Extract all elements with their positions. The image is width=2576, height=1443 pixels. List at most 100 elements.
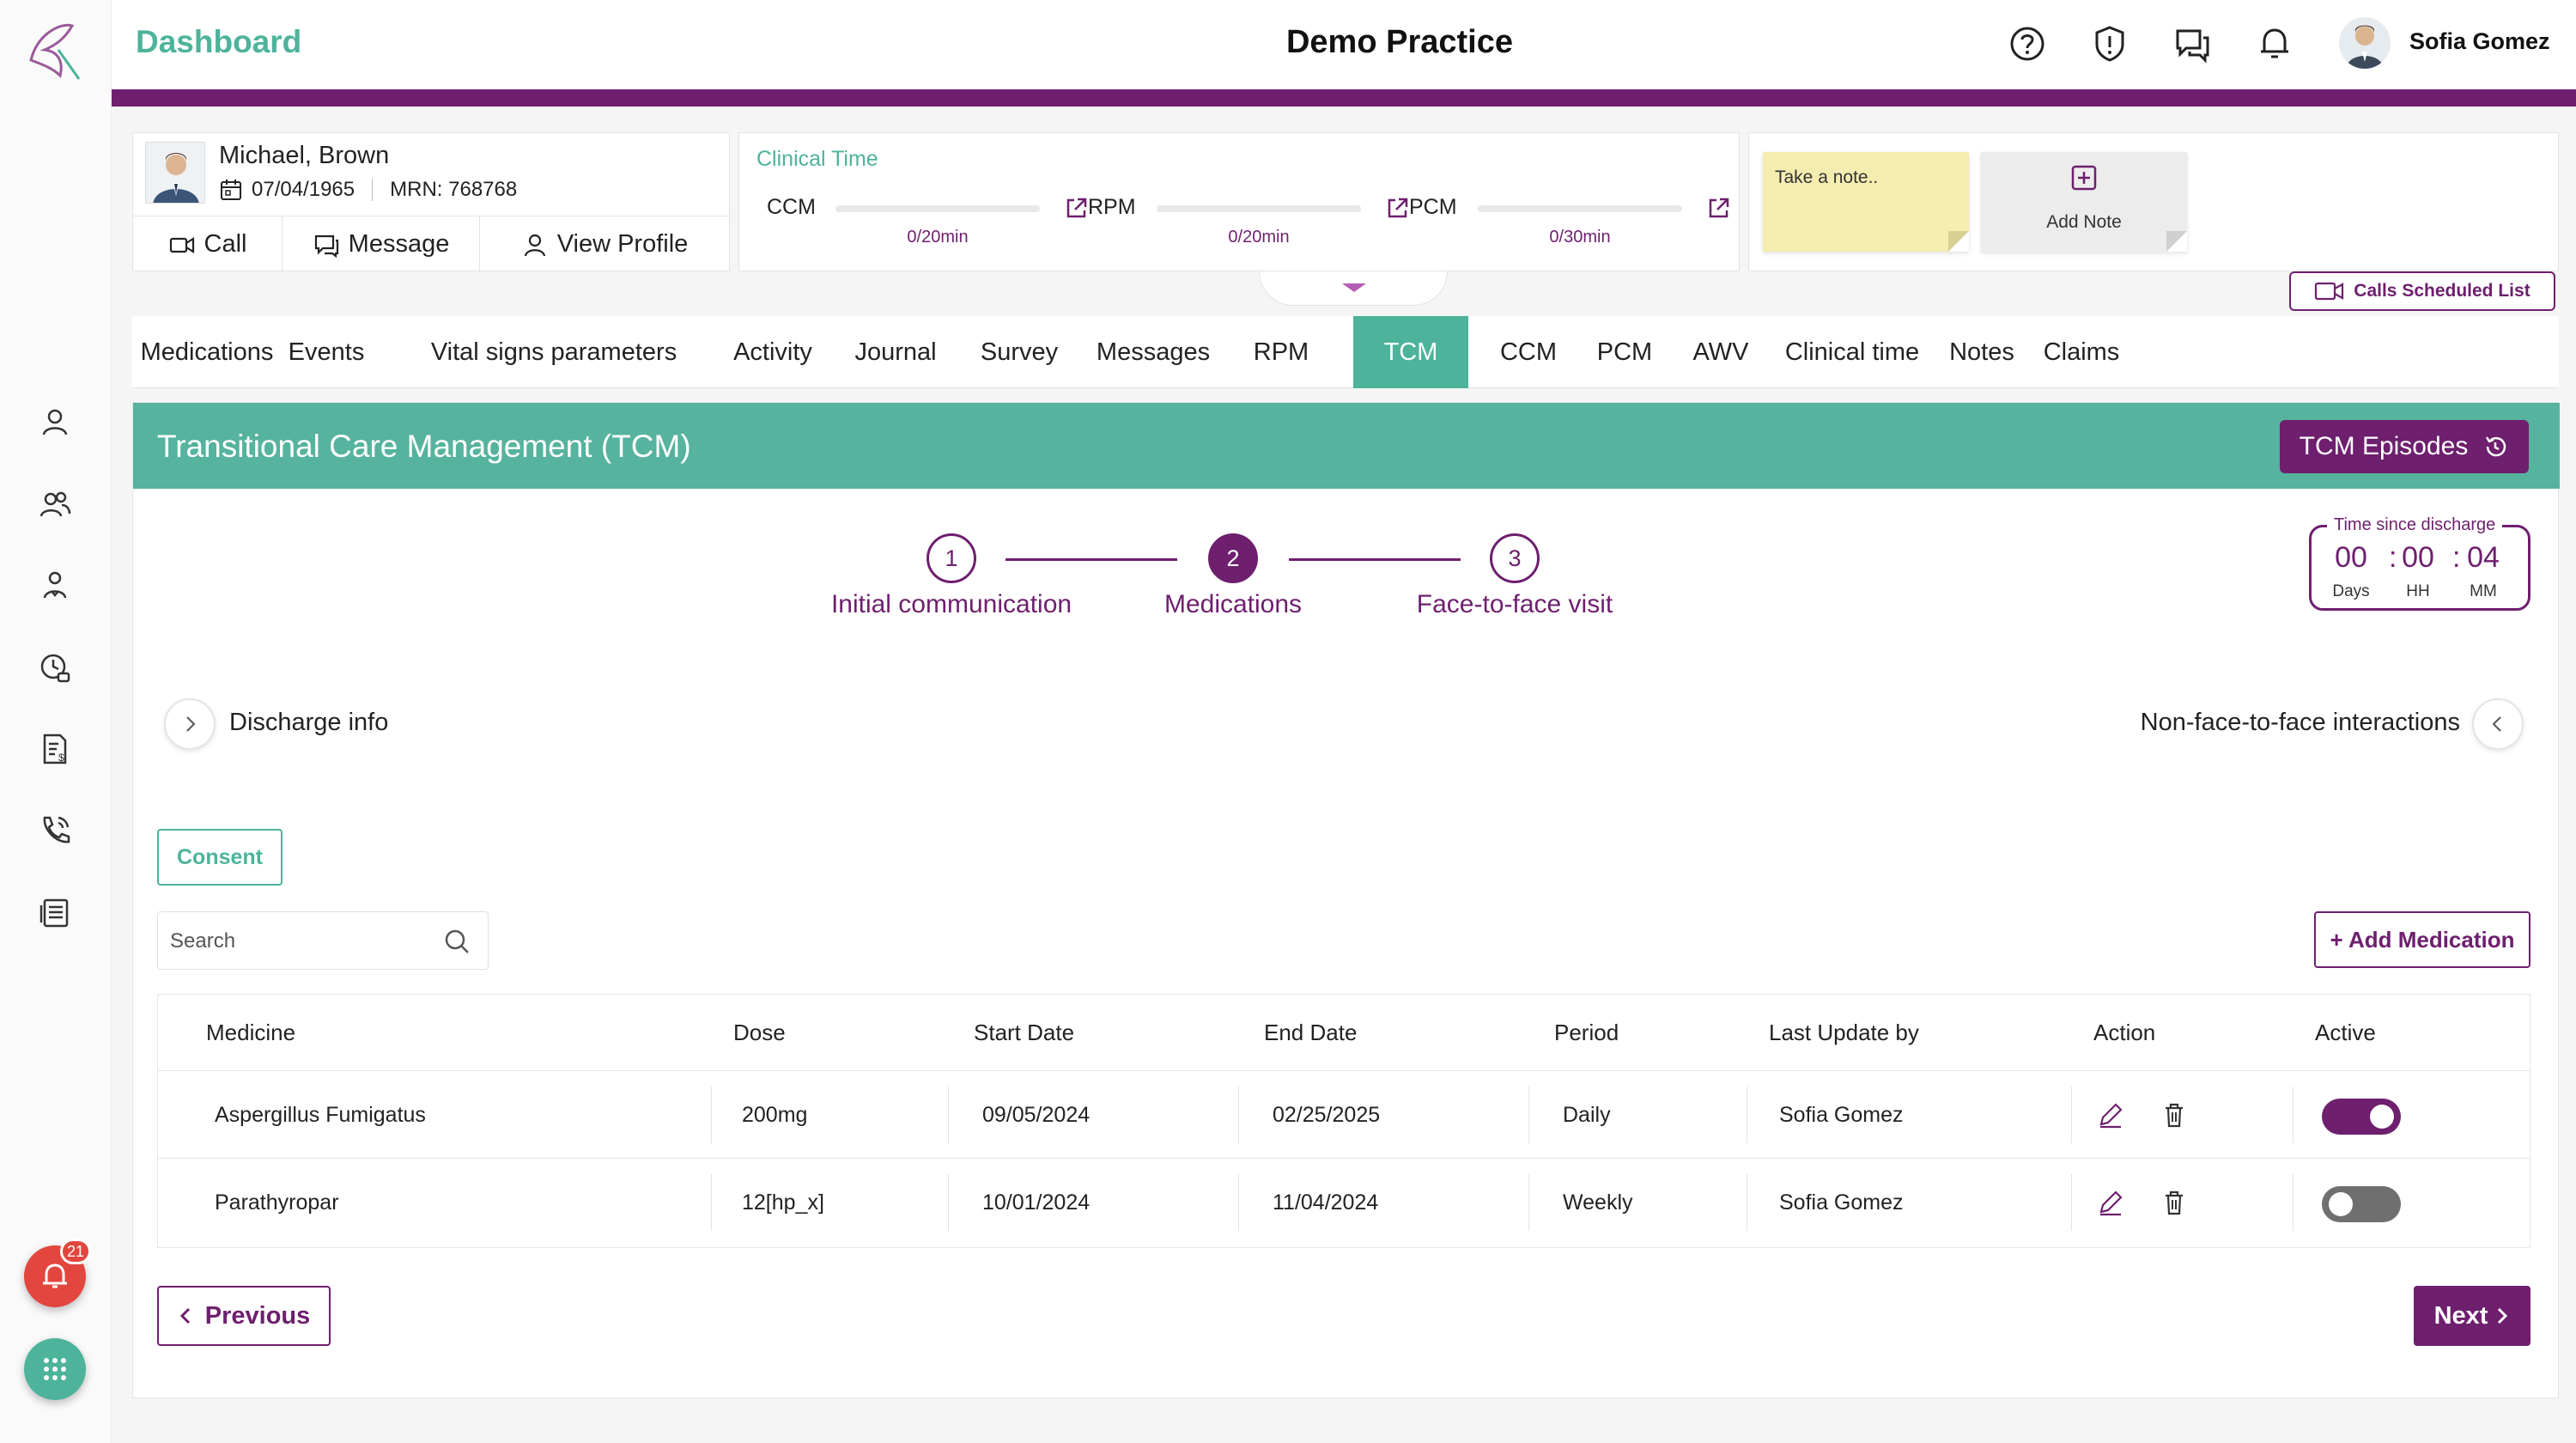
call-button[interactable]: Call [133,216,283,272]
step-2-circle[interactable]: 2 [1208,533,1258,583]
add-medication-button[interactable]: + Add Medication [2314,911,2530,968]
chevron-right-icon [186,716,196,732]
last-updated-by: Sofia Gomez [1779,1190,1904,1215]
tab-tcm[interactable]: TCM [1353,316,1468,388]
medicine-dose: 12[hp_x] [742,1190,824,1215]
chevron-left-icon [179,1307,190,1324]
edit-icon[interactable] [2095,1187,2126,1218]
clock-lock-icon[interactable] [33,646,77,691]
tab-vital-signs-parameters[interactable]: Vital signs parameters [430,338,677,366]
next-button[interactable]: Next [2414,1286,2530,1346]
discharge-info-expand-button[interactable] [164,698,216,750]
notification-bell-icon[interactable] [2253,22,2296,65]
view-profile-label: View Profile [556,230,689,258]
column-header-end-date[interactable]: End Date [1264,1019,1358,1045]
tab-ccm[interactable]: CCM [1499,338,1558,366]
tab-survey[interactable]: Survey [980,338,1059,366]
users-group-icon[interactable] [33,483,77,527]
cell-divider [1528,1087,1529,1143]
tab-rpm[interactable]: RPM [1253,338,1309,366]
cell-divider [1528,1174,1529,1231]
trash-icon[interactable] [2159,1187,2190,1218]
ccm-progress-bar [835,205,1040,212]
alert-shield-icon[interactable] [2088,22,2131,65]
search-icon[interactable] [441,926,472,957]
previous-label: Previous [204,1301,311,1330]
step-3-label[interactable]: Face-to-face visit [1416,590,1613,618]
consent-button[interactable]: Consent [157,829,283,886]
tab-medications[interactable]: Medications [140,338,274,366]
timer-hours-label: HH [2406,582,2430,600]
tab-events[interactable]: Events [288,338,365,366]
trash-icon[interactable] [2159,1099,2190,1130]
tab-notes[interactable]: Notes [1949,338,2014,366]
last-updated-by: Sofia Gomez [1779,1102,1904,1127]
help-icon[interactable] [2006,22,2049,65]
external-link-icon[interactable] [1706,195,1732,221]
step-1-label[interactable]: Initial communication [830,590,1072,618]
active-toggle[interactable] [2322,1186,2401,1222]
external-link-icon[interactable] [1385,195,1411,221]
discharge-info-label[interactable]: Discharge info [229,709,389,736]
previous-button[interactable]: Previous [157,1286,331,1346]
reports-icon[interactable] [33,890,77,935]
column-header-medicine[interactable]: Medicine [206,1019,296,1045]
external-link-icon[interactable] [1064,195,1090,221]
medicine-name: Parathyropar [215,1190,339,1215]
care-team-icon[interactable] [33,563,77,608]
calls-scheduled-list-button[interactable]: Calls Scheduled List [2289,271,2555,311]
user-name[interactable]: Sofia Gomez [2409,28,2550,54]
column-header-last-update-by[interactable]: Last Update by [1769,1019,1919,1045]
active-toggle[interactable] [2322,1099,2401,1135]
tab-activity[interactable]: Activity [733,338,812,366]
clinical-time-title: Clinical Time [756,147,878,171]
end-date: 11/04/2024 [1273,1190,1379,1215]
sticky-note-input[interactable]: Take a note.. [1763,152,1969,252]
app-logo[interactable] [19,15,93,89]
user-icon[interactable] [33,400,77,445]
chevron-right-icon [2498,1307,2508,1324]
timer-minutes-label: MM [2470,582,2497,600]
timer-hours: 00 [2402,541,2434,574]
step-3-circle[interactable]: 3 [1490,533,1540,583]
non-face-to-face-label[interactable]: Non-face-to-face interactions [2140,709,2460,736]
tab-pcm[interactable]: PCM [1596,338,1653,366]
video-camera-icon [2315,282,2344,301]
step-1-circle[interactable]: 1 [927,533,976,583]
patient-meta: 07/04/1965 MRN: 768768 [219,178,517,202]
billing-icon[interactable]: $ [33,727,77,771]
tcm-panel: Transitional Care Management (TCM) TCM E… [132,402,2560,1398]
history-icon [2486,436,2506,457]
collapse-toggle[interactable] [1259,271,1448,306]
step-connector [1005,558,1177,561]
column-header-dose[interactable]: Dose [733,1019,786,1045]
apps-menu-button[interactable] [24,1338,86,1400]
message-button[interactable]: Message [283,216,480,272]
cell-divider [948,1087,949,1143]
column-header-period[interactable]: Period [1554,1019,1619,1045]
column-header-start-date[interactable]: Start Date [974,1019,1075,1045]
chat-icon[interactable] [2171,22,2214,65]
toggle-knob [2329,1192,2353,1216]
tcm-episodes-button[interactable]: TCM Episodes [2280,420,2529,473]
ccm-value: 0/20min [907,228,969,247]
phone-call-icon[interactable] [33,807,77,852]
profile-icon [524,234,545,256]
tab-clinical-time[interactable]: Clinical time [1784,338,1920,366]
step-connector [1289,558,1461,561]
add-note-button[interactable]: Add Note [1981,152,2187,252]
non-face-to-face-expand-button[interactable] [2472,698,2524,750]
tab-claims[interactable]: Claims [2043,338,2120,366]
search-input[interactable] [170,926,428,957]
pcm-value: 0/30min [1549,228,1611,247]
timer-colon: : [2452,541,2461,574]
tab-awv[interactable]: AWV [1692,338,1749,366]
edit-icon[interactable] [2095,1099,2126,1130]
timer-colon: : [2389,541,2397,574]
user-avatar[interactable] [2339,17,2391,69]
view-profile-button[interactable]: View Profile [480,216,729,272]
tab-messages[interactable]: Messages [1096,338,1211,366]
clinical-time-ccm: CCM 0/20min [767,195,1087,255]
tab-journal[interactable]: Journal [854,338,937,366]
step-2-label[interactable]: Medications [1163,590,1303,618]
